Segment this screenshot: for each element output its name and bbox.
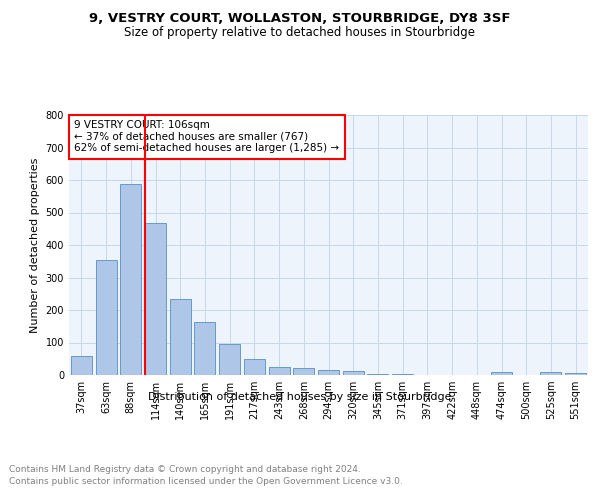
- Text: 9, VESTRY COURT, WOLLASTON, STOURBRIDGE, DY8 3SF: 9, VESTRY COURT, WOLLASTON, STOURBRIDGE,…: [89, 12, 511, 26]
- Bar: [95, 260, 116, 375]
- Text: Size of property relative to detached houses in Stourbridge: Size of property relative to detached ho…: [125, 26, 476, 39]
- Bar: [318, 370, 339, 375]
- Text: Distribution of detached houses by size in Stourbridge: Distribution of detached houses by size …: [148, 392, 452, 402]
- Bar: [219, 344, 240, 375]
- Bar: [491, 372, 512, 375]
- Bar: [293, 368, 314, 375]
- Bar: [71, 356, 92, 375]
- Y-axis label: Number of detached properties: Number of detached properties: [30, 158, 40, 332]
- Bar: [145, 223, 166, 375]
- Bar: [541, 372, 562, 375]
- Bar: [392, 374, 413, 375]
- Bar: [269, 367, 290, 375]
- Bar: [367, 374, 388, 375]
- Text: 9 VESTRY COURT: 106sqm
← 37% of detached houses are smaller (767)
62% of semi-de: 9 VESTRY COURT: 106sqm ← 37% of detached…: [74, 120, 340, 154]
- Bar: [244, 360, 265, 375]
- Text: Contains public sector information licensed under the Open Government Licence v3: Contains public sector information licen…: [9, 478, 403, 486]
- Text: Contains HM Land Registry data © Crown copyright and database right 2024.: Contains HM Land Registry data © Crown c…: [9, 465, 361, 474]
- Bar: [565, 372, 586, 375]
- Bar: [343, 371, 364, 375]
- Bar: [170, 299, 191, 375]
- Bar: [120, 184, 141, 375]
- Bar: [194, 322, 215, 375]
